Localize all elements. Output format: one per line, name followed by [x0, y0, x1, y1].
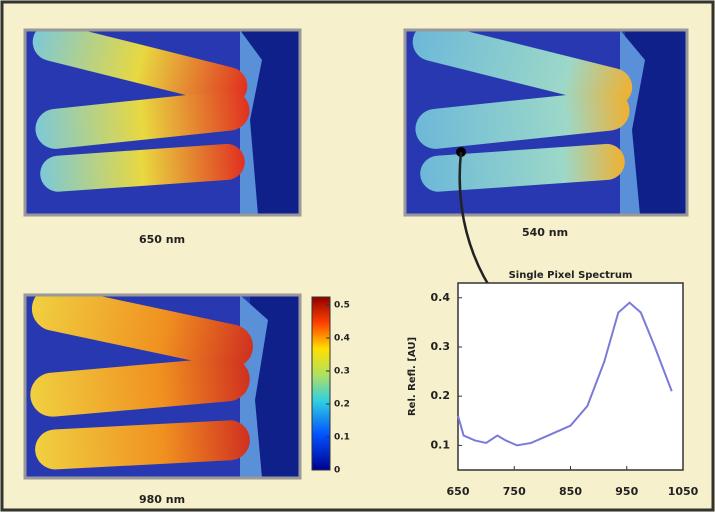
plot-area [457, 282, 684, 471]
panel-label: 650 nm [139, 233, 185, 246]
x-tick-label: 750 [503, 485, 526, 498]
chart-title: Single Pixel Spectrum [509, 270, 633, 281]
image-frame [403, 28, 689, 217]
y-tick-label: 0.2 [431, 389, 451, 402]
y-tick-label: 0.3 [431, 340, 451, 353]
x-tick-label: 950 [615, 485, 638, 498]
x-tick-label: 1050 [668, 485, 699, 498]
image-frame [23, 293, 302, 480]
y-tick-label: 0.1 [431, 438, 451, 451]
spectrum-chart: Single Pixel Spectrum Rel. Refl. [AU] 650 7… [407, 270, 699, 498]
colorbar [311, 296, 331, 471]
colorbar-tick-label: 0.2 [334, 400, 350, 410]
panel-label: 540 nm [522, 226, 568, 239]
y-axis-label: Rel. Refl. [AU] [407, 337, 418, 416]
panel-label: 980 nm [139, 493, 185, 506]
colorbar-tick-label: 0.4 [334, 334, 350, 344]
x-tick-label: 850 [559, 485, 582, 498]
image-980 [25, 295, 300, 478]
colorbar-tick-label: 0.1 [334, 433, 350, 443]
image-540 [405, 30, 687, 215]
colorbar-ticks: 0 0.1 0.2 0.3 0.4 0.5 [326, 301, 350, 476]
image-frame [23, 28, 302, 217]
spectrum-line [457, 301, 673, 447]
y-tick-label: 0.4 [431, 291, 451, 304]
x-tick-label: 650 [447, 485, 470, 498]
colorbar-tick-label: 0.3 [334, 367, 350, 377]
image-650 [25, 30, 300, 215]
colorbar-tick-label: 0 [334, 466, 340, 476]
colorbar-tick-label: 0.5 [334, 301, 350, 311]
